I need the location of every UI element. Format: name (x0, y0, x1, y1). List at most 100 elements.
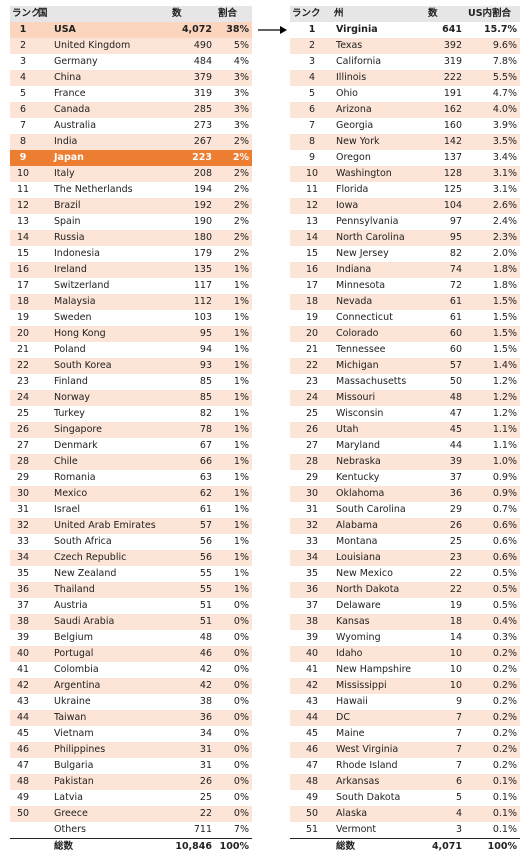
cell: 19 (449, 600, 462, 611)
data-row: 28 Nebraska 39 1.0% (290, 454, 520, 470)
cell: Thailand (54, 584, 95, 595)
cell: France (54, 88, 86, 99)
cell: 0% (233, 728, 249, 739)
header-cell: 国 (38, 8, 48, 19)
cell: Oklahoma (336, 488, 385, 499)
header-cell: 数 (428, 8, 438, 19)
cell: 104 (443, 200, 462, 211)
data-row: 1 Virginia 641 15.7% (290, 22, 520, 38)
cell: 1% (233, 424, 249, 435)
cell: Others (54, 824, 86, 835)
cell: 1% (233, 328, 249, 339)
data-row: 39 Belgium 48 0% (10, 630, 252, 646)
data-row: 41 New Hampshire 10 0.2% (290, 662, 520, 678)
data-row: 24 Norway 85 1% (10, 390, 252, 406)
cell: 25 (305, 408, 319, 419)
cell: 37 (449, 472, 462, 483)
cell: 0% (233, 760, 249, 771)
country-table: ランク国 数 割合 1 USA 4,072 38% 2 United Kingdom 490 5% 3… (10, 6, 252, 856)
cell: 39 (305, 632, 319, 643)
cell: 16 (305, 264, 319, 275)
cell: 112 (193, 296, 212, 307)
data-row: 43 Ukraine 38 0% (10, 694, 252, 710)
data-row: 32 Alabama 26 0.6% (290, 518, 520, 534)
cell: Texas (336, 40, 363, 51)
cell: 3% (233, 104, 249, 115)
cell: 46 (199, 648, 212, 659)
cell: 192 (193, 200, 212, 211)
cell: 10 (16, 168, 30, 179)
cell: Iowa (336, 200, 359, 211)
cell: 2% (233, 168, 249, 179)
cell: Utah (336, 424, 359, 435)
cell: Romania (54, 472, 96, 483)
cell: 43 (305, 696, 319, 707)
cell: 25 (199, 792, 212, 803)
data-row: 40 Portugal 46 0% (10, 646, 252, 662)
cell: 47 (16, 760, 30, 771)
cell: 55 (199, 568, 212, 579)
cell: Idaho (336, 648, 363, 659)
cell: 1% (233, 264, 249, 275)
cell: 0.2% (492, 664, 517, 675)
cell: 1.5% (492, 296, 517, 307)
data-row: 35 New Mexico 22 0.5% (290, 566, 520, 582)
cell: 0.1% (492, 776, 517, 787)
cell: New York (336, 136, 380, 147)
cell: 20 (16, 328, 30, 339)
cell: 37 (16, 600, 30, 611)
cell: 14 (449, 632, 462, 643)
cell: 100% (487, 841, 517, 852)
data-row: 22 Michigan 57 1.4% (290, 358, 520, 374)
cell: 3.5% (492, 136, 517, 147)
cell: Michigan (336, 360, 379, 371)
cell: Mississippi (336, 680, 387, 691)
cell: 7% (233, 824, 249, 835)
cell: USA (54, 24, 76, 35)
cell: Hawaii (336, 696, 368, 707)
cell: 3.9% (492, 120, 517, 131)
cell: Mexico (54, 488, 88, 499)
cell: New Hampshire (336, 664, 412, 675)
cell: 223 (192, 152, 212, 163)
cell: 4,071 (431, 841, 462, 852)
cell: 21 (305, 344, 319, 355)
cell: 22 (305, 360, 319, 371)
cell: 0% (233, 664, 249, 675)
data-row: 25 Turkey 82 1% (10, 406, 252, 422)
data-row: 50 Greece 22 0% (10, 806, 252, 822)
cell: Montana (336, 536, 378, 547)
cell: 30 (305, 488, 319, 499)
cell: 42 (305, 680, 319, 691)
cell: 194 (193, 184, 212, 195)
data-row: 9 Japan 223 2% (10, 150, 252, 166)
cell: 44 (305, 712, 319, 723)
cell: Ohio (336, 88, 358, 99)
cell: 0.2% (492, 712, 517, 723)
total-row: 総数 10,846 100% (10, 838, 252, 855)
cell: 1.1% (492, 424, 517, 435)
cell: 1.4% (492, 360, 517, 371)
cell: Finland (54, 376, 88, 387)
data-row: 11 The Netherlands 194 2% (10, 182, 252, 198)
cell: 1% (233, 344, 249, 355)
cell: 9 (308, 152, 316, 163)
data-row: 51 Vermont 3 0.1% (290, 822, 520, 838)
cell: 63 (199, 472, 212, 483)
cell: 66 (199, 456, 212, 467)
cell: 3.4% (492, 152, 517, 163)
cell: 379 (193, 72, 212, 83)
data-row: 24 Missouri 48 1.2% (290, 390, 520, 406)
cell: 34 (16, 552, 30, 563)
cell: 50 (16, 808, 30, 819)
data-row: 12 Brazil 192 2% (10, 198, 252, 214)
cell: 1% (233, 376, 249, 387)
cell: 1% (233, 392, 249, 403)
cell: 319 (193, 88, 212, 99)
data-row: 13 Spain 190 2% (10, 214, 252, 230)
data-row: 37 Austria 51 0% (10, 598, 252, 614)
cell: Latvia (54, 792, 83, 803)
cell: Malaysia (54, 296, 96, 307)
cell: 26 (16, 424, 30, 435)
